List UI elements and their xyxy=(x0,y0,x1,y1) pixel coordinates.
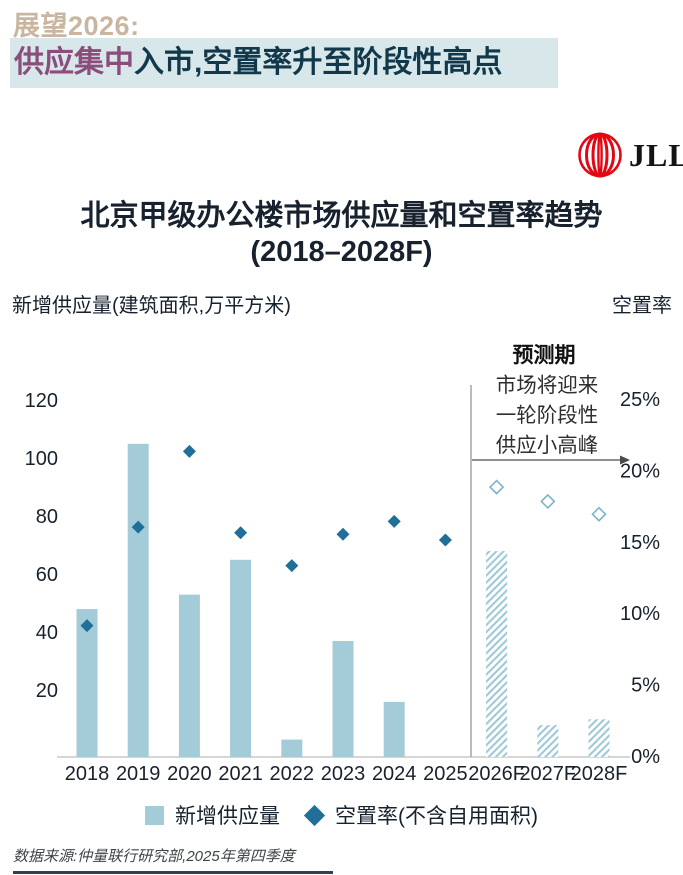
vacancy-marker-2024 xyxy=(387,514,401,528)
axis-titles-row: 新增供应量(建筑面积,万平方米) 空置率 xyxy=(12,289,672,318)
supply-bar-2019 xyxy=(127,443,149,757)
vacancy-marker-2023 xyxy=(336,527,350,541)
chart-title-line2: (2018–2028F) xyxy=(250,236,433,268)
headline-highlight-text: 供应集中 xyxy=(14,46,134,79)
supply-bar-2028F xyxy=(588,719,610,757)
vacancy-marker-2028F xyxy=(591,506,607,522)
supply-bar-2022 xyxy=(281,739,303,757)
right-axis-title: 空置率 xyxy=(612,295,672,317)
legend-diamond-label: 空置率(不含自用面积) xyxy=(335,805,538,828)
legend-bar-label: 新增供应量 xyxy=(175,805,280,828)
left-axis-tick: 100 xyxy=(25,448,58,470)
left-axis-tick: 60 xyxy=(36,564,58,586)
vacancy-marker-2022 xyxy=(285,559,299,573)
right-axis-tick: 10% xyxy=(620,603,660,625)
jll-logo-text: JLL xyxy=(629,136,683,173)
right-axis-tick: 5% xyxy=(631,675,660,697)
vacancy-marker-2027F xyxy=(540,493,556,510)
vacancy-marker-2019 xyxy=(131,520,145,534)
annotation-line: 一轮阶段性 xyxy=(496,404,599,427)
left-axis-tick: 80 xyxy=(36,506,58,528)
supply-bar-2023 xyxy=(332,641,354,757)
headline-rest-text: 入市,空置率升至阶段性高点 xyxy=(134,46,503,79)
footer-divider xyxy=(13,871,333,874)
vacancy-marker-2018 xyxy=(80,619,94,633)
x-axis-label-2022: 2022 xyxy=(270,763,315,785)
supply-bar-2020 xyxy=(178,594,200,757)
x-axis-label-2026F: 2026F xyxy=(468,763,525,785)
vacancy-marker-2026F xyxy=(488,479,505,495)
right-axis-tick: 15% xyxy=(620,532,660,554)
right-axis-tick: 20% xyxy=(620,460,660,482)
x-axis-label-2027F: 2027F xyxy=(519,763,576,785)
left-axis-title: 新增供应量(建筑面积,万平方米) xyxy=(12,295,291,317)
legend-bar-swatch-icon xyxy=(145,805,164,825)
vacancy-marker-2025 xyxy=(438,533,452,547)
x-axis-label-2020: 2020 xyxy=(167,763,212,785)
x-axis-label-2018: 2018 xyxy=(65,763,110,785)
vacancy-marker-2021 xyxy=(234,526,248,540)
legend-diamond-swatch-icon xyxy=(303,804,326,826)
jll-logo: JLL xyxy=(577,131,683,179)
right-axis-tick: 25% xyxy=(620,389,660,411)
report-eyebrow: 展望2026: xyxy=(13,11,140,41)
supply-bar-2024 xyxy=(383,701,405,757)
chart-title: 北京甲级办公楼市场供应量和空置率趋势 (2018–2028F) xyxy=(0,198,683,270)
x-axis-label-2023: 2023 xyxy=(321,763,366,785)
supply-bar-2018 xyxy=(76,609,98,757)
annotation-line: 供应小高峰 xyxy=(496,434,599,457)
supply-bar-2027F xyxy=(537,725,559,757)
left-axis-tick: 20 xyxy=(36,680,58,702)
chart-legend: 新增供应量 空置率(不含自用面积) xyxy=(0,800,683,830)
report-headline: 供应集中入市,空置率升至阶段性高点 xyxy=(10,38,558,88)
forecast-arrow-head-icon xyxy=(620,455,630,465)
x-axis-label-2025: 2025 xyxy=(423,763,468,785)
right-axis-tick: 0% xyxy=(631,746,660,768)
x-axis-label-2019: 2019 xyxy=(116,763,161,785)
x-axis-label-2028F: 2028F xyxy=(571,763,628,785)
supply-bar-2026F xyxy=(486,551,508,757)
supply-bar-2021 xyxy=(230,559,252,757)
vacancy-marker-2020 xyxy=(182,444,196,458)
annotation-title: 预测期 xyxy=(513,344,576,367)
jll-logo-mark-icon xyxy=(578,132,622,178)
data-source: 数据来源:仲量联行研究部,2025年第四季度 xyxy=(13,848,295,865)
x-axis-label-2021: 2021 xyxy=(218,763,263,785)
left-axis-tick: 120 xyxy=(25,390,58,412)
left-axis-tick: 40 xyxy=(36,622,58,644)
x-axis-label-2024: 2024 xyxy=(372,763,417,785)
chart-title-line1: 北京甲级办公楼市场供应量和空置率趋势 xyxy=(80,200,603,232)
annotation-line: 市场将迎来 xyxy=(496,374,599,397)
